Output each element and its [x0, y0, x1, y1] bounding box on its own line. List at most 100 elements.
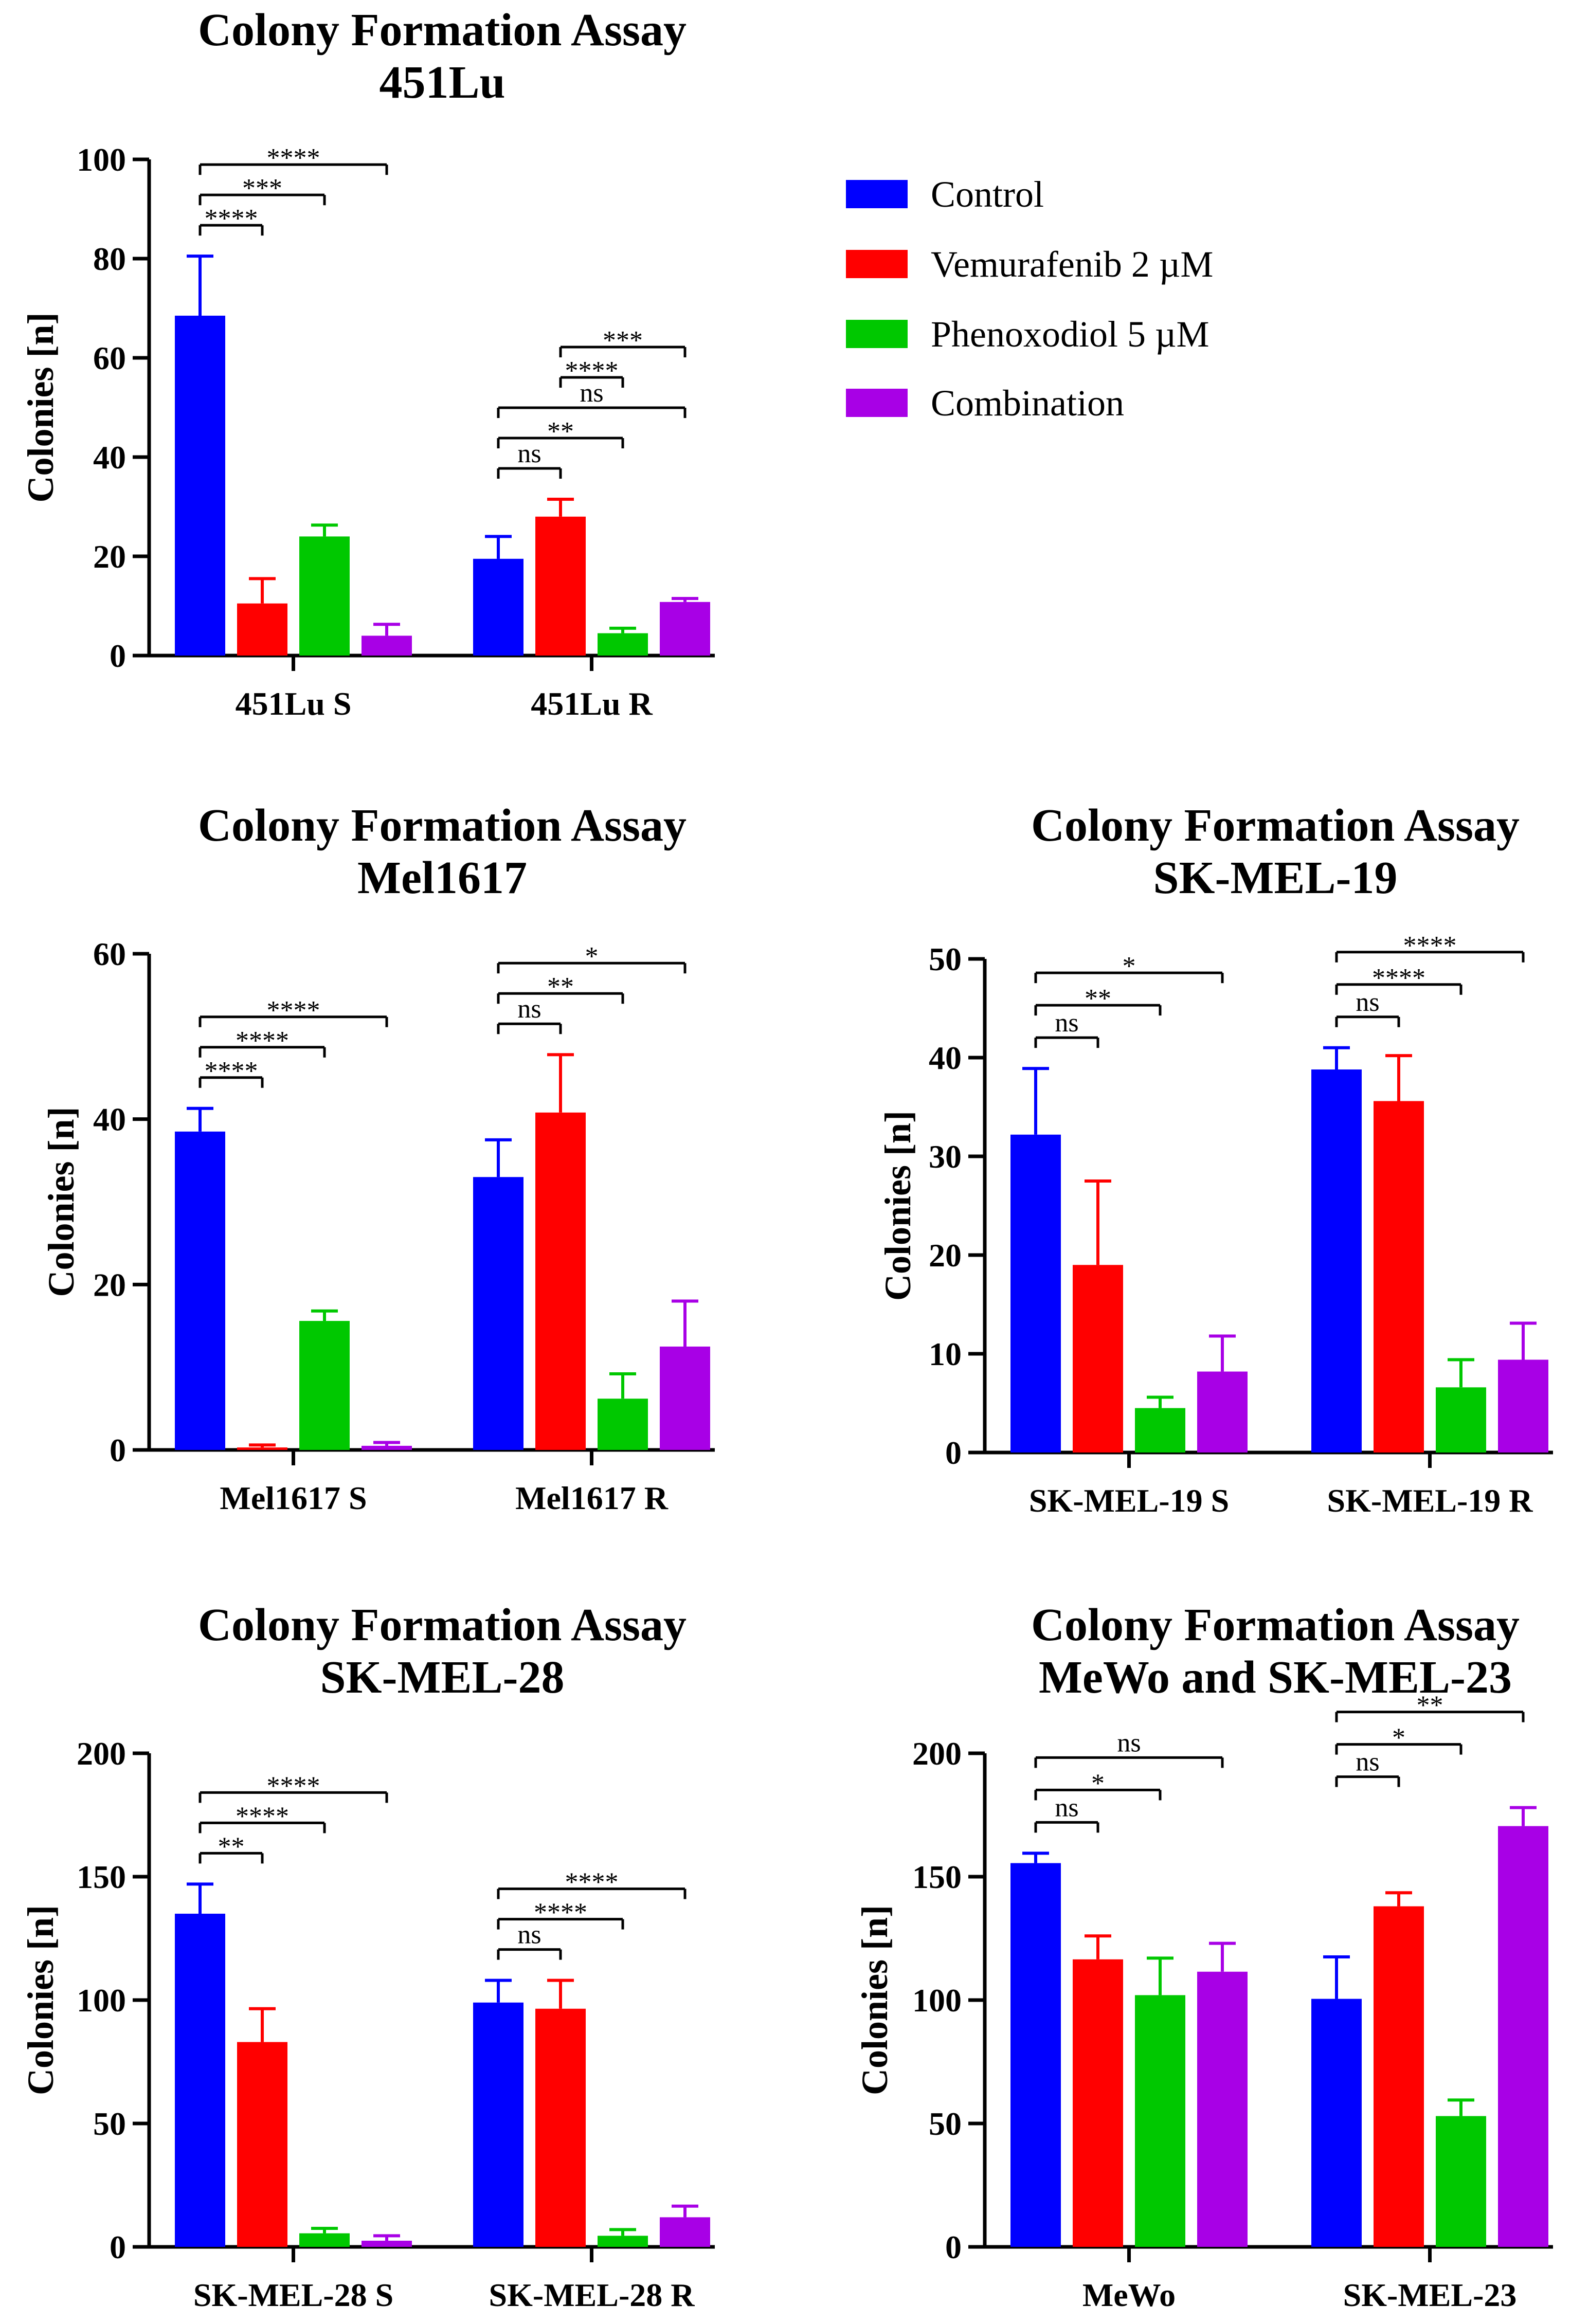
- bar-control: [175, 315, 225, 656]
- significance-label: *: [585, 942, 599, 971]
- y-tick-label: 20: [929, 1237, 962, 1274]
- y-tick-label: 20: [93, 1266, 126, 1303]
- legend-swatch-combination: [846, 389, 908, 417]
- legend-label-control: Control: [931, 174, 1044, 215]
- y-tick-label: 40: [93, 439, 126, 476]
- bar-combination: [362, 2241, 412, 2247]
- significance-label: ****: [267, 143, 320, 173]
- significance-label: ****: [534, 1898, 587, 1928]
- bar-vemurafenib: [1073, 1265, 1123, 1452]
- significance-label: **: [547, 417, 574, 446]
- y-tick-label: 200: [77, 1735, 126, 1772]
- bar-control: [1010, 1863, 1061, 2247]
- bar-control: [473, 558, 523, 656]
- significance-label: **: [218, 1832, 245, 1861]
- y-tick-label: 100: [77, 141, 126, 178]
- significance-label: ns: [1117, 1728, 1141, 1757]
- y-tick-label: 50: [929, 941, 962, 977]
- y-tick-label: 0: [945, 1435, 962, 1471]
- y-tick-label: 50: [93, 2105, 126, 2142]
- bar-vemurafenib: [535, 2008, 586, 2247]
- y-tick-label: 200: [912, 1735, 962, 1772]
- bar-combination: [362, 1445, 412, 1450]
- bar-combination: [660, 2217, 710, 2247]
- chart-subtitle: SK-MEL-19: [1153, 852, 1397, 903]
- bar-control: [1311, 1069, 1362, 1452]
- y-tick-label: 40: [929, 1040, 962, 1076]
- y-tick-label: 10: [929, 1336, 962, 1372]
- significance-label: ns: [517, 439, 541, 468]
- significance-label: ns: [517, 994, 541, 1024]
- bar-phenoxodiol: [299, 536, 350, 656]
- chart-subtitle: SK-MEL-28: [320, 1652, 564, 1703]
- significance-label: ***: [242, 174, 282, 203]
- significance-label: *: [1123, 952, 1136, 981]
- x-category-label: MeWo: [1082, 2277, 1176, 2313]
- bar-vemurafenib: [535, 516, 586, 656]
- significance-label: ns: [1055, 1793, 1078, 1822]
- significance-label: ****: [205, 1057, 258, 1086]
- bar-phenoxodiol: [598, 2236, 648, 2247]
- y-tick-label: 150: [77, 1859, 126, 1895]
- y-tick-label: 150: [912, 1859, 962, 1895]
- bar-combination: [1498, 1826, 1548, 2247]
- x-category-label: SK-MEL-28 S: [193, 2277, 393, 2313]
- significance-label: ****: [267, 996, 320, 1025]
- x-category-label: 451Lu R: [531, 685, 653, 722]
- x-category-label: SK-MEL-19 S: [1029, 1482, 1229, 1519]
- significance-label: ns: [1356, 1748, 1379, 1777]
- bar-control: [473, 1177, 523, 1450]
- y-tick-label: 60: [93, 936, 126, 972]
- bar-control: [175, 1914, 225, 2247]
- significance-label: ****: [565, 356, 619, 386]
- bar-control: [175, 1131, 225, 1450]
- bar-vemurafenib: [1374, 1906, 1424, 2247]
- x-category-label: Mel1617 R: [515, 1480, 669, 1516]
- bar-combination: [660, 602, 710, 656]
- legend-swatch-vemurafenib: [846, 250, 908, 278]
- significance-label: ****: [236, 1802, 289, 1831]
- chart-subtitle: MeWo and SK-MEL-23: [1039, 1652, 1512, 1703]
- bar-combination: [660, 1346, 710, 1450]
- chart-title: Colony Formation Assay: [1031, 800, 1520, 851]
- chart-subtitle: 451Lu: [379, 57, 505, 108]
- bar-control: [1010, 1134, 1061, 1452]
- significance-label: ****: [1403, 931, 1457, 960]
- significance-label: ****: [236, 1026, 289, 1056]
- significance-label: ***: [603, 326, 643, 355]
- y-tick-label: 0: [945, 2229, 962, 2265]
- bar-phenoxodiol: [299, 1321, 350, 1450]
- y-tick-label: 60: [93, 340, 126, 376]
- bar-combination: [1197, 1971, 1248, 2247]
- chart-title: Colony Formation Assay: [1031, 1600, 1520, 1650]
- significance-label: ns: [580, 378, 603, 408]
- chart-subtitle: Mel1617: [357, 852, 527, 903]
- significance-label: *: [1091, 1769, 1105, 1798]
- significance-label: ****: [1372, 964, 1425, 993]
- x-category-label: 451Lu S: [236, 685, 352, 722]
- y-tick-label: 0: [110, 638, 126, 674]
- bar-vemurafenib: [1374, 1101, 1424, 1452]
- y-tick-label: 80: [93, 241, 126, 277]
- x-category-label: SK-MEL-19 R: [1327, 1482, 1533, 1519]
- bar-combination: [362, 636, 412, 656]
- significance-label: **: [1085, 984, 1111, 1013]
- significance-label: **: [1417, 1691, 1443, 1720]
- bar-phenoxodiol: [299, 2233, 350, 2247]
- y-axis-label: Colonies [n]: [20, 312, 61, 502]
- significance-label: ****: [205, 204, 258, 233]
- chart-title: Colony Formation Assay: [198, 5, 687, 56]
- legend: Control Vemurafenib 2 µM Phenoxodiol 5 µ…: [846, 174, 1213, 424]
- bar-vemurafenib: [237, 1447, 287, 1450]
- bar-phenoxodiol: [1436, 2116, 1486, 2247]
- legend-swatch-phenoxodiol: [846, 320, 908, 348]
- y-tick-label: 0: [110, 2229, 126, 2265]
- y-tick-label: 40: [93, 1101, 126, 1138]
- significance-label: **: [547, 972, 574, 1002]
- bar-phenoxodiol: [1135, 1408, 1185, 1452]
- bar-control: [473, 2002, 523, 2247]
- x-category-label: SK-MEL-23: [1343, 2277, 1517, 2313]
